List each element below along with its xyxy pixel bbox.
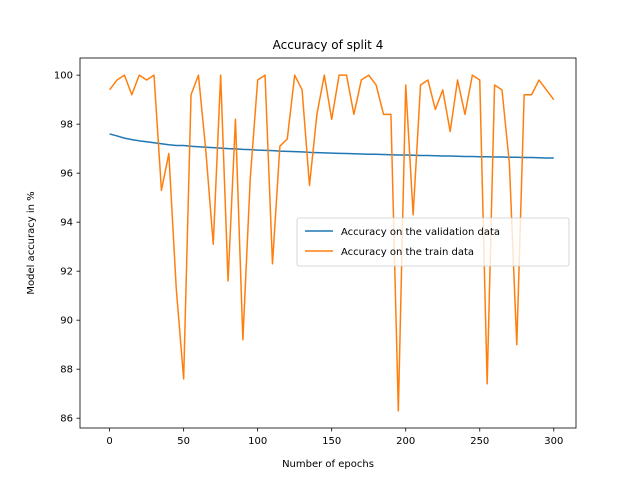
y-tick-label: 90 [60,316,73,327]
y-tick-label: 88 [60,365,73,376]
y-tick-label: 100 [54,71,73,82]
legend-label-2: Accuracy on the train data [341,247,474,258]
legend-box [296,217,570,267]
legend: Accuracy on the validation data Accuracy … [296,217,570,267]
legend-label-1: Accuracy on the validation data [341,227,500,238]
x-tick-label: 300 [544,436,563,447]
x-tick-label: 50 [177,436,190,447]
x-tick-label: 200 [396,436,415,447]
series-line-2 [109,74,555,412]
y-tick-label: 96 [60,169,73,180]
x-tick-label: 0 [106,436,112,447]
y-axis: 86 88 90 92 94 96 98 100 [54,71,80,425]
y-tick-label: 86 [60,414,73,425]
x-tick-label: 100 [248,436,267,447]
y-tick-label: 94 [60,218,73,229]
x-axis-label: Number of epochs [282,459,374,470]
axes-frame [79,57,577,429]
y-tick-label: 92 [60,267,73,278]
y-tick-label: 98 [60,120,73,131]
x-axis: 0 50 100 150 200 250 300 [106,428,563,447]
plot-area [109,74,555,412]
x-tick-label: 150 [322,436,341,447]
chart-title: Accuracy of split 4 [273,38,384,52]
x-tick-label: 250 [470,436,489,447]
series-line-1 [109,133,554,159]
y-axis-label: Model accuracy in % [26,191,37,294]
